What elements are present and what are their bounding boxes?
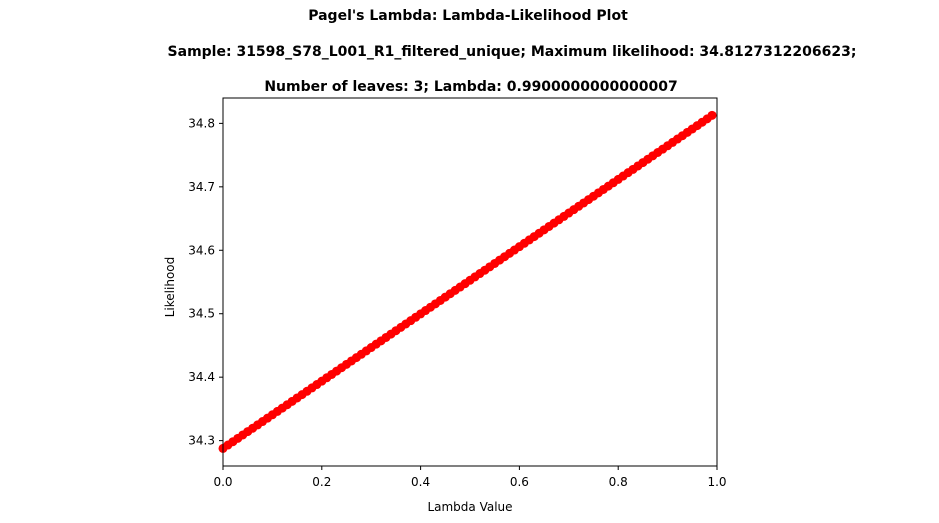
chart-title: Pagel's Lambda: Lambda-Likelihood Plot (308, 8, 628, 24)
y-tick-label: 34.4 (188, 370, 215, 384)
x-tick-label: 0.6 (510, 475, 529, 489)
y-axis-label: Likelihood (163, 257, 177, 318)
y-tick-label: 34.3 (188, 434, 215, 448)
y-tick-label: 34.7 (188, 180, 215, 194)
x-tick-label: 0.8 (609, 475, 628, 489)
axes: 0.0 0.2 0.4 0.6 0.8 1.0 34.3 34.4 34.5 34.6 34.7 34… (188, 97, 727, 489)
plot-frame (222, 97, 718, 467)
x-tick-label: 0.4 (411, 475, 430, 489)
y-tick-label: 34.5 (188, 307, 215, 321)
x-tick-label: 0.0 (213, 475, 232, 489)
y-tick-label: 34.8 (188, 116, 215, 130)
chart-subtitle-sample: Sample: 31598_S78_L001_R1_filtered_uniqu… (167, 44, 857, 60)
chart-subtitle-leaves: Number of leaves: 3; Lambda: 0.990000000… (264, 79, 678, 95)
y-tick-label: 34.6 (188, 243, 215, 257)
data-points (218, 110, 717, 453)
x-tick-label: 0.2 (312, 475, 331, 489)
x-tick-label: 1.0 (707, 475, 726, 489)
data-point (707, 110, 717, 120)
x-axis-label: Lambda Value (427, 500, 512, 514)
